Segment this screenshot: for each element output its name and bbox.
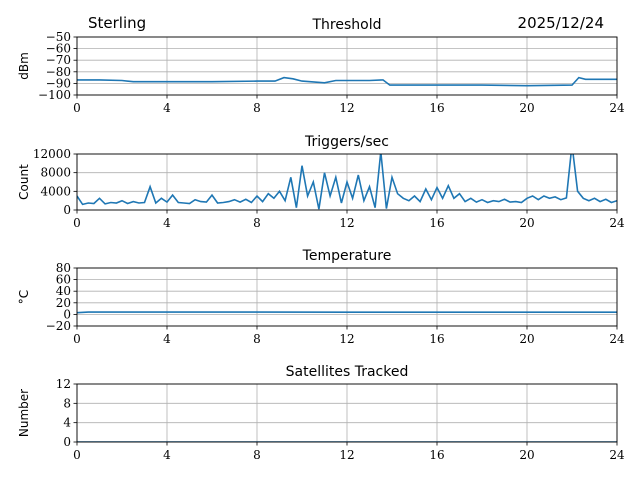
y-axis-label: dBm	[17, 52, 31, 80]
subplot-title: Threshold	[312, 17, 382, 33]
x-tick-label: 0	[73, 101, 81, 115]
x-tick-label: 20	[519, 448, 534, 462]
x-tick-label: 16	[429, 101, 444, 115]
y-axis-label: Count	[17, 164, 31, 200]
x-tick-label: 4	[163, 216, 171, 230]
series-line	[77, 76, 617, 87]
x-tick-label: 4	[163, 101, 171, 115]
x-tick-label: 20	[519, 101, 534, 115]
subplot-0: 0 4 8 12 16 20 24 −100−90−80−70−60−50 Threshold d…	[17, 17, 625, 115]
y-tick-label: 4	[63, 416, 71, 430]
y-tick-label: 80	[56, 261, 71, 275]
x-tick-label: 16	[429, 448, 444, 462]
station-label: Sterling	[88, 14, 146, 32]
x-tick-label: 8	[253, 332, 261, 346]
y-tick-label: −60	[46, 42, 71, 56]
y-tick-label: 0	[63, 203, 71, 217]
x-tick-label: 12	[339, 216, 354, 230]
subplot-title: Temperature	[302, 248, 392, 264]
y-tick-label: 8	[63, 396, 71, 410]
x-tick-label: 8	[253, 101, 261, 115]
x-tick-label: 0	[73, 216, 81, 230]
x-tick-label: 8	[253, 216, 261, 230]
x-tick-label: 4	[163, 332, 171, 346]
axes-frame	[76, 383, 618, 443]
y-tick-label: −100	[38, 88, 71, 102]
series-line	[77, 154, 617, 210]
x-tick-label: 24	[609, 332, 625, 346]
y-tick-label: 12	[56, 377, 71, 391]
x-tick-label: 24	[609, 448, 625, 462]
x-tick-label: 0	[73, 332, 81, 346]
y-tick-label: −70	[46, 53, 71, 67]
x-tick-label: 0	[73, 448, 81, 462]
x-tick-label: 12	[339, 332, 354, 346]
x-tick-label: 20	[519, 216, 534, 230]
axes-frame	[76, 267, 618, 327]
y-tick-label: 40	[56, 284, 71, 298]
x-tick-label: 8	[253, 448, 261, 462]
x-tick-label: 24	[609, 101, 625, 115]
y-axis-label: °C	[17, 290, 31, 304]
y-tick-label: 12000	[33, 147, 71, 161]
subplot-3: 0 4 8 12 16 20 24 0 4 8 12 Satellites Tracked Number	[17, 364, 625, 462]
y-tick-label: −20	[46, 319, 71, 333]
x-tick-label: 20	[519, 332, 534, 346]
x-tick-label: 24	[609, 216, 625, 230]
x-tick-label: 12	[339, 101, 354, 115]
y-tick-label: −90	[46, 76, 71, 90]
subplot-title: Satellites Tracked	[286, 364, 409, 380]
date-label: 2025/12/24	[518, 14, 604, 32]
x-tick-label: 12	[339, 448, 354, 462]
y-tick-label: 20	[56, 296, 71, 310]
x-tick-label: 4	[163, 448, 171, 462]
axes-frame	[76, 153, 618, 211]
y-tick-label: 0	[63, 307, 71, 321]
y-tick-label: 8000	[40, 166, 71, 180]
y-tick-label: 0	[63, 435, 71, 449]
series-line	[77, 311, 617, 314]
subplot-title: Triggers/sec	[304, 134, 389, 150]
subplot-1: 0 4 8 12 16 20 24 0 4000 8000 12000 Triggers/sec Cou…	[17, 134, 625, 230]
y-tick-label: 60	[56, 273, 71, 287]
y-tick-label: 4000	[40, 184, 71, 198]
y-tick-label: −80	[46, 65, 71, 79]
y-axis-label: Number	[17, 389, 31, 437]
x-tick-label: 16	[429, 332, 444, 346]
axes-frame	[76, 36, 618, 96]
y-tick-label: −50	[46, 30, 71, 44]
x-tick-label: 16	[429, 216, 444, 230]
